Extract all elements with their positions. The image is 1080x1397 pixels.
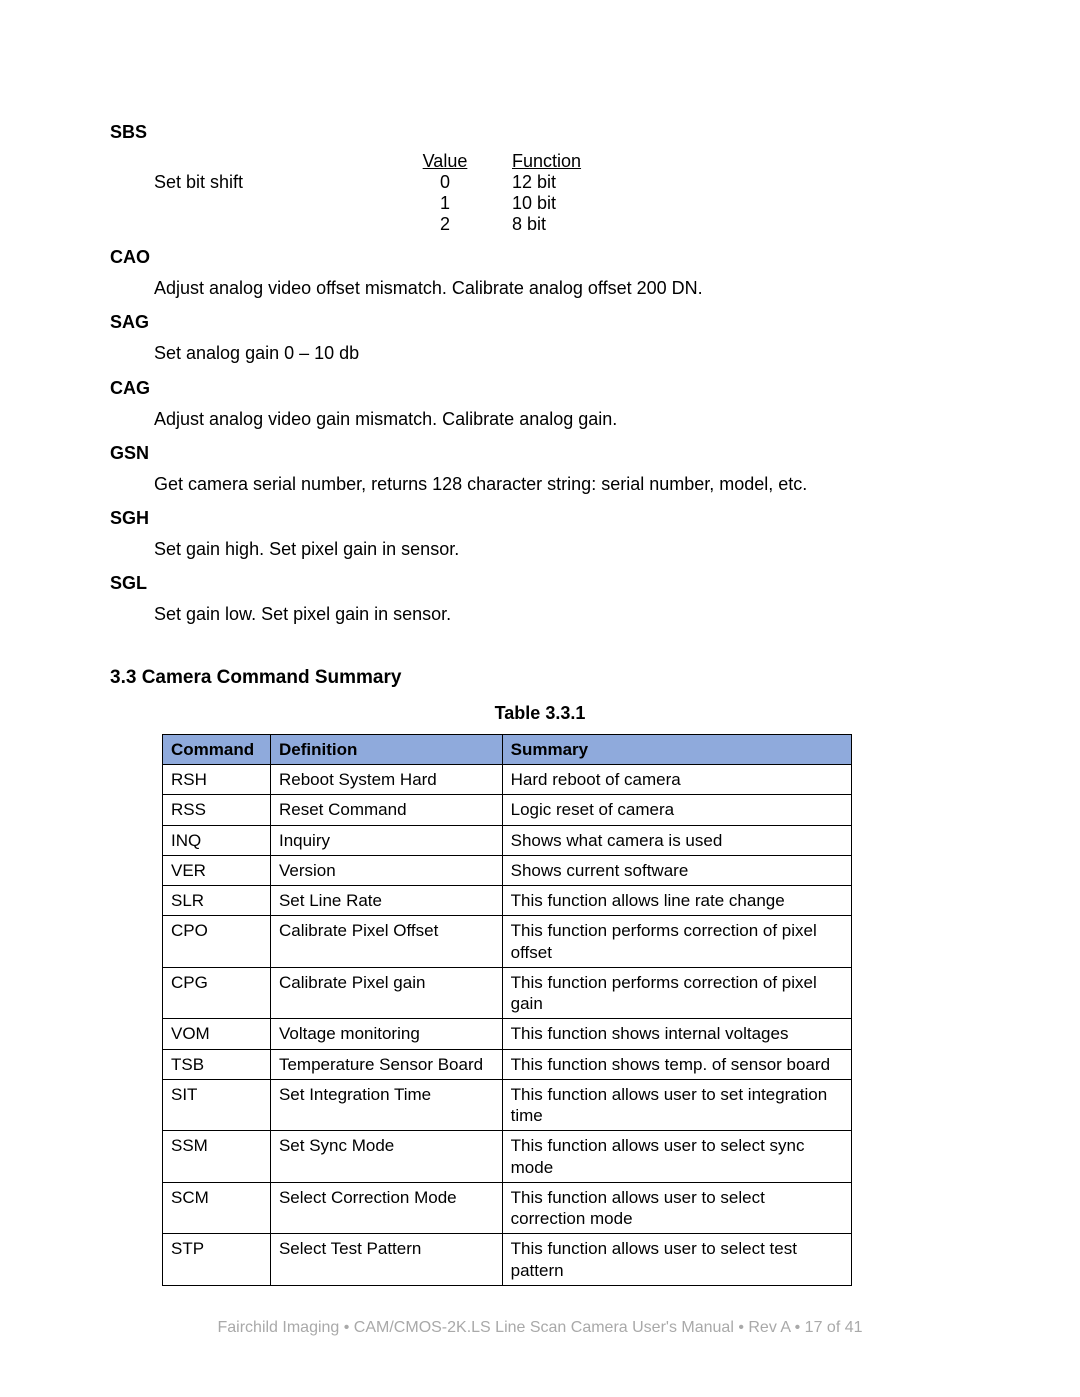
cell-definition: Set Sync Mode (270, 1131, 502, 1183)
table-row: CPOCalibrate Pixel OffsetThis function p… (163, 916, 852, 968)
sbs-value: 0 (400, 172, 490, 193)
sbs-param-spacer (110, 193, 400, 214)
table-row: VERVersionShows current software (163, 855, 852, 885)
def-body: Set gain low. Set pixel gain in sensor. (154, 602, 970, 626)
table-caption: Table 3.3.1 (110, 703, 970, 724)
th-summary: Summary (502, 734, 851, 764)
def-body: Set analog gain 0 – 10 db (154, 341, 970, 365)
cell-command: CPO (163, 916, 271, 968)
command-summary-table: Command Definition Summary RSHReboot Sys… (162, 734, 852, 1286)
table-row: RSHReboot System HardHard reboot of came… (163, 765, 852, 795)
def-label: CAO (110, 247, 970, 268)
table-row: SCMSelect Correction ModeThis function a… (163, 1182, 852, 1234)
cell-summary: This function allows user to set integra… (502, 1079, 851, 1131)
cell-definition: Version (270, 855, 502, 885)
table-row: VOMVoltage monitoringThis function shows… (163, 1019, 852, 1049)
def-label: GSN (110, 443, 970, 464)
cell-summary: This function shows internal voltages (502, 1019, 851, 1049)
table-header-row: Command Definition Summary (163, 734, 852, 764)
cell-command: SSM (163, 1131, 271, 1183)
sbs-function: 12 bit (490, 172, 630, 193)
sbs-function: 10 bit (490, 193, 630, 214)
page-footer: Fairchild Imaging • CAM/CMOS-2K.LS Line … (0, 1319, 1080, 1337)
def-label: SGH (110, 508, 970, 529)
cell-summary: This function shows temp. of sensor boar… (502, 1049, 851, 1079)
table-row: CPGCalibrate Pixel gainThis function per… (163, 967, 852, 1019)
table-row: INQInquiryShows what camera is used (163, 825, 852, 855)
cell-definition: Select Correction Mode (270, 1182, 502, 1234)
cell-command: TSB (163, 1049, 271, 1079)
def-body: Set gain high. Set pixel gain in sensor. (154, 537, 970, 561)
def-label: SAG (110, 312, 970, 333)
sbs-param-label: Set bit shift (110, 172, 400, 193)
cell-summary: This function allows user to select sync… (502, 1131, 851, 1183)
cell-definition: Select Test Pattern (270, 1234, 502, 1286)
table-row: STPSelect Test PatternThis function allo… (163, 1234, 852, 1286)
cell-summary: This function allows user to select corr… (502, 1182, 851, 1234)
cell-command: VER (163, 855, 271, 885)
cell-definition: Set Integration Time (270, 1079, 502, 1131)
sbs-param-spacer (110, 151, 400, 172)
table-row: RSSReset CommandLogic reset of camera (163, 795, 852, 825)
def-body: Get camera serial number, returns 128 ch… (154, 472, 970, 496)
cell-summary: This function performs correction of pix… (502, 967, 851, 1019)
table-row: SITSet Integration TimeThis function all… (163, 1079, 852, 1131)
sbs-value: 2 (400, 214, 490, 235)
cell-command: VOM (163, 1019, 271, 1049)
sbs-table: Value Function Set bit shift 0 12 bit 1 … (110, 151, 970, 235)
def-label: SGL (110, 573, 970, 594)
cell-summary: Shows current software (502, 855, 851, 885)
table-row: SLRSet Line RateThis function allows lin… (163, 886, 852, 916)
def-body: Adjust analog video offset mismatch. Cal… (154, 276, 970, 300)
table-row: TSBTemperature Sensor BoardThis function… (163, 1049, 852, 1079)
cell-command: SLR (163, 886, 271, 916)
cell-definition: Reboot System Hard (270, 765, 502, 795)
cell-command: CPG (163, 967, 271, 1019)
sbs-header-function: Function (490, 151, 630, 172)
sbs-value: 1 (400, 193, 490, 214)
cell-command: SIT (163, 1079, 271, 1131)
sbs-label: SBS (110, 122, 970, 143)
cell-definition: Voltage monitoring (270, 1019, 502, 1049)
cell-summary: This function allows user to select test… (502, 1234, 851, 1286)
table-row: SSMSet Sync ModeThis function allows use… (163, 1131, 852, 1183)
cell-command: RSH (163, 765, 271, 795)
cell-summary: This function performs correction of pix… (502, 916, 851, 968)
th-definition: Definition (270, 734, 502, 764)
def-body: Adjust analog video gain mismatch. Calib… (154, 407, 970, 431)
cell-command: RSS (163, 795, 271, 825)
section-heading: 3.3 Camera Command Summary (110, 667, 970, 689)
cell-definition: Set Line Rate (270, 886, 502, 916)
cell-summary: Logic reset of camera (502, 795, 851, 825)
cell-definition: Temperature Sensor Board (270, 1049, 502, 1079)
cell-definition: Calibrate Pixel gain (270, 967, 502, 1019)
cell-command: STP (163, 1234, 271, 1286)
sbs-function: 8 bit (490, 214, 630, 235)
cell-definition: Calibrate Pixel Offset (270, 916, 502, 968)
sbs-header-value: Value (400, 151, 490, 172)
def-label: CAG (110, 378, 970, 399)
cell-definition: Inquiry (270, 825, 502, 855)
cell-command: INQ (163, 825, 271, 855)
cell-summary: Hard reboot of camera (502, 765, 851, 795)
cell-definition: Reset Command (270, 795, 502, 825)
cell-summary: This function allows line rate change (502, 886, 851, 916)
cell-summary: Shows what camera is used (502, 825, 851, 855)
sbs-param-spacer (110, 214, 400, 235)
th-command: Command (163, 734, 271, 764)
cell-command: SCM (163, 1182, 271, 1234)
